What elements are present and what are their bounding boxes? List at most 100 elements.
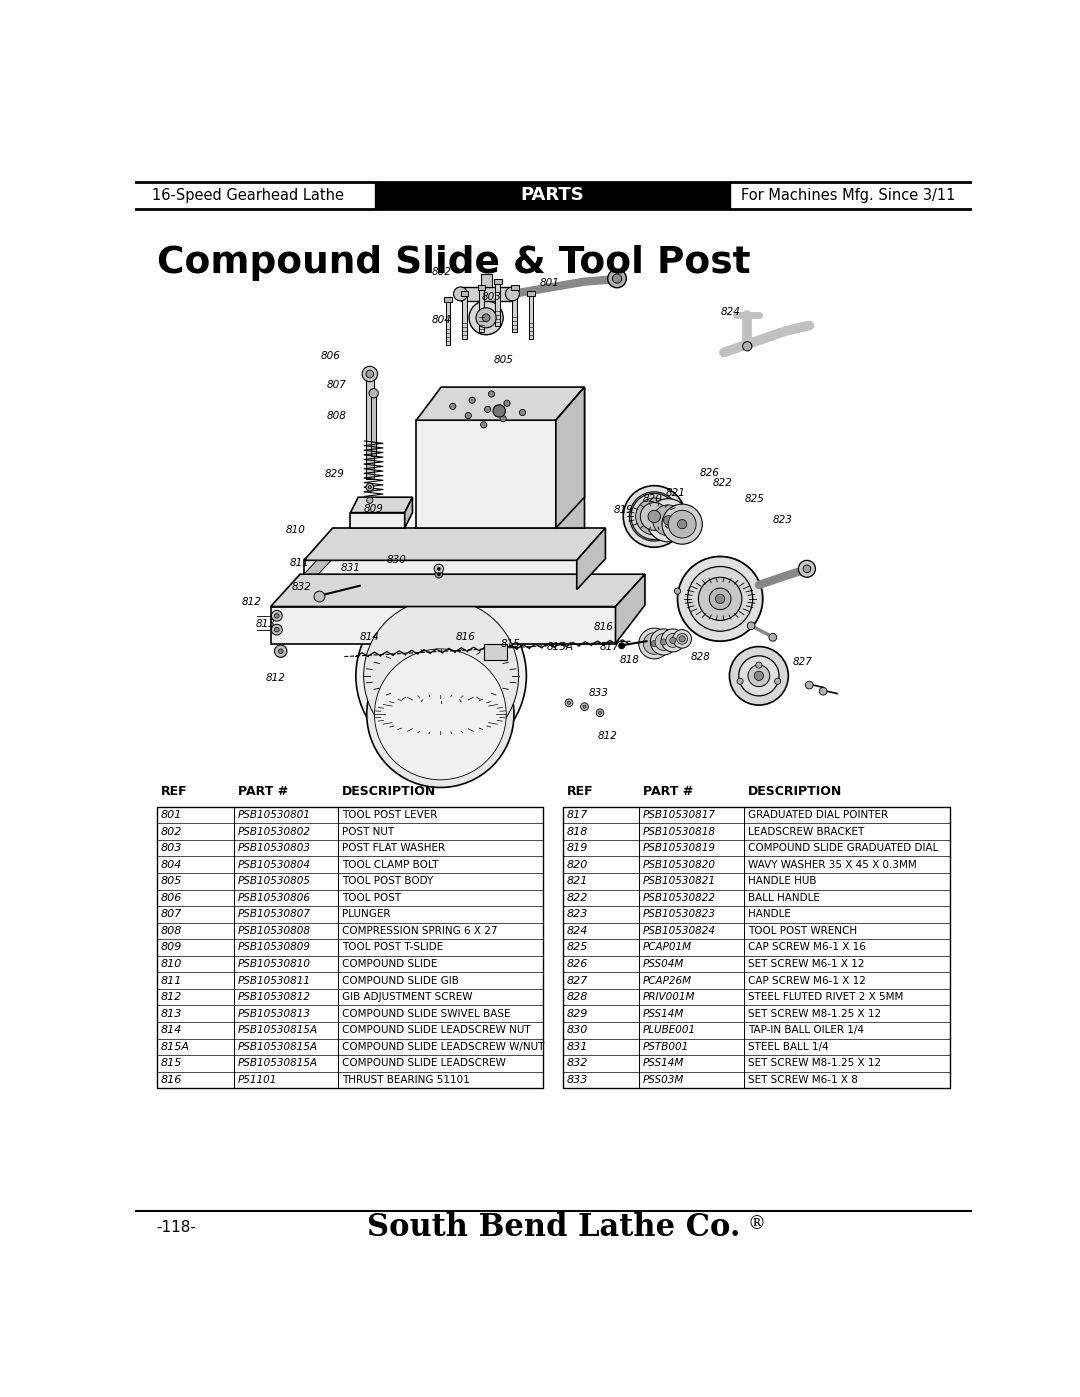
Circle shape — [482, 314, 490, 321]
Text: 802: 802 — [431, 267, 451, 278]
Circle shape — [699, 577, 742, 620]
Circle shape — [666, 633, 679, 647]
Text: PLUNGER: PLUNGER — [342, 909, 391, 919]
Text: PSB10530818: PSB10530818 — [643, 827, 716, 837]
Circle shape — [567, 701, 570, 704]
Text: 806: 806 — [161, 893, 181, 902]
Polygon shape — [405, 497, 413, 528]
Text: 814: 814 — [360, 633, 380, 643]
Text: TOOL CLAMP BOLT: TOOL CLAMP BOLT — [342, 859, 438, 870]
Text: SET SCREW M8-1.25 X 12: SET SCREW M8-1.25 X 12 — [748, 1009, 881, 1018]
Bar — [157, 806, 543, 1088]
Circle shape — [630, 492, 679, 541]
Text: TOOL POST BODY: TOOL POST BODY — [342, 876, 433, 886]
Text: 805: 805 — [161, 876, 181, 886]
Text: 830: 830 — [387, 555, 406, 564]
Text: 818: 818 — [620, 655, 639, 665]
Text: PSTB001: PSTB001 — [643, 1042, 689, 1052]
Text: REF: REF — [161, 785, 187, 798]
Text: PSB10530819: PSB10530819 — [643, 844, 716, 854]
Text: PCAP01M: PCAP01M — [643, 943, 692, 953]
Circle shape — [647, 499, 690, 542]
Text: PART #: PART # — [238, 785, 288, 798]
Text: 821: 821 — [567, 876, 588, 886]
Circle shape — [806, 682, 813, 689]
Circle shape — [362, 366, 378, 381]
Text: PSB10530813: PSB10530813 — [238, 1009, 311, 1018]
Text: PSB10530808: PSB10530808 — [238, 926, 311, 936]
Text: 813: 813 — [161, 1009, 181, 1018]
Text: PSB10530803: PSB10530803 — [238, 844, 311, 854]
Circle shape — [662, 504, 702, 545]
Circle shape — [754, 671, 764, 680]
Text: 808: 808 — [326, 411, 347, 422]
Circle shape — [623, 486, 685, 548]
Text: DESCRIPTION: DESCRIPTION — [342, 785, 436, 798]
Text: PSS14M: PSS14M — [643, 1059, 684, 1069]
Text: 823: 823 — [567, 909, 588, 919]
Circle shape — [481, 422, 487, 427]
Circle shape — [649, 511, 659, 521]
Bar — [496, 284, 500, 327]
Text: 827: 827 — [793, 657, 813, 666]
Circle shape — [608, 270, 626, 288]
Text: 808: 808 — [161, 926, 181, 936]
Text: 816: 816 — [161, 1074, 181, 1085]
Circle shape — [519, 409, 526, 415]
Text: PSB10530807: PSB10530807 — [238, 909, 311, 919]
Text: 805: 805 — [494, 355, 513, 365]
Text: Compound Slide & Tool Post: Compound Slide & Tool Post — [157, 244, 751, 281]
Circle shape — [663, 515, 673, 525]
Text: 833: 833 — [589, 687, 608, 697]
Text: 824: 824 — [720, 307, 740, 317]
Text: 826: 826 — [567, 958, 588, 970]
Circle shape — [505, 286, 519, 300]
Polygon shape — [430, 513, 565, 545]
Text: 817: 817 — [600, 641, 620, 651]
Text: PSB10530812: PSB10530812 — [238, 992, 311, 1002]
Circle shape — [430, 665, 453, 687]
Polygon shape — [556, 387, 584, 528]
Text: COMPOUND SLIDE LEADSCREW NUT: COMPOUND SLIDE LEADSCREW NUT — [342, 1025, 530, 1035]
Polygon shape — [271, 574, 645, 606]
Circle shape — [465, 412, 471, 419]
Text: 819: 819 — [567, 844, 588, 854]
Bar — [563, 806, 950, 1088]
Text: 806: 806 — [321, 351, 341, 362]
Text: 807: 807 — [161, 909, 181, 919]
Text: 822: 822 — [567, 893, 588, 902]
Polygon shape — [350, 497, 413, 513]
Circle shape — [274, 613, 279, 617]
Text: PSS04M: PSS04M — [643, 958, 684, 970]
Text: TAP-IN BALL OILER 1/4: TAP-IN BALL OILER 1/4 — [748, 1025, 864, 1035]
Circle shape — [739, 655, 779, 696]
Bar — [480, 291, 484, 332]
Text: 810: 810 — [161, 958, 181, 970]
Text: CAP SCREW M6-1 X 12: CAP SCREW M6-1 X 12 — [748, 975, 866, 985]
Circle shape — [737, 678, 743, 685]
Circle shape — [661, 638, 666, 645]
Text: 812: 812 — [598, 731, 618, 740]
Text: HANDLE HUB: HANDLE HUB — [748, 876, 816, 886]
Circle shape — [356, 591, 526, 760]
Bar — [484, 644, 507, 661]
Circle shape — [644, 633, 665, 654]
Polygon shape — [350, 513, 405, 528]
Circle shape — [369, 388, 378, 398]
Text: PSB10530817: PSB10530817 — [643, 810, 716, 820]
Polygon shape — [430, 545, 538, 560]
Circle shape — [375, 648, 507, 780]
Text: 811: 811 — [291, 557, 310, 567]
Text: COMPOUND SLIDE GRADUATED DIAL: COMPOUND SLIDE GRADUATED DIAL — [748, 844, 939, 854]
Text: 820: 820 — [643, 493, 663, 504]
Text: 819: 819 — [613, 506, 633, 515]
Text: COMPOUND SLIDE GIB: COMPOUND SLIDE GIB — [342, 975, 459, 985]
Circle shape — [661, 629, 685, 652]
Text: CAP SCREW M6-1 X 16: CAP SCREW M6-1 X 16 — [748, 943, 866, 953]
Text: PART #: PART # — [643, 785, 693, 798]
Circle shape — [747, 622, 755, 630]
Circle shape — [638, 629, 670, 659]
Polygon shape — [416, 387, 584, 420]
Circle shape — [774, 678, 781, 685]
Text: 826: 826 — [700, 468, 720, 478]
